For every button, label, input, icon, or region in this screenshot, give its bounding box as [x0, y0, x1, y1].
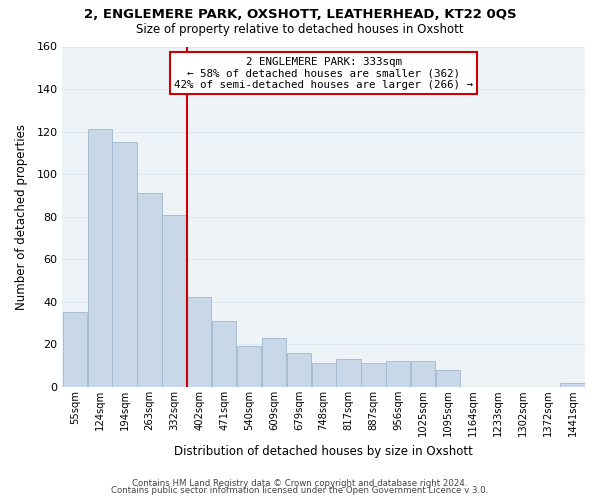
Y-axis label: Number of detached properties: Number of detached properties: [15, 124, 28, 310]
Bar: [237, 346, 261, 387]
Bar: [137, 193, 161, 387]
Bar: [187, 298, 211, 387]
Bar: [88, 130, 112, 387]
Bar: [112, 142, 137, 387]
Bar: [212, 321, 236, 387]
Bar: [361, 364, 386, 387]
Text: 2, ENGLEMERE PARK, OXSHOTT, LEATHERHEAD, KT22 0QS: 2, ENGLEMERE PARK, OXSHOTT, LEATHERHEAD,…: [83, 8, 517, 20]
Bar: [560, 382, 584, 387]
Bar: [337, 359, 361, 387]
Bar: [436, 370, 460, 387]
Bar: [287, 352, 311, 387]
Text: Contains HM Land Registry data © Crown copyright and database right 2024.: Contains HM Land Registry data © Crown c…: [132, 478, 468, 488]
Text: 2 ENGLEMERE PARK: 333sqm
← 58% of detached houses are smaller (362)
42% of semi-: 2 ENGLEMERE PARK: 333sqm ← 58% of detach…: [174, 56, 473, 90]
Bar: [62, 312, 87, 387]
Text: Size of property relative to detached houses in Oxshott: Size of property relative to detached ho…: [136, 22, 464, 36]
X-axis label: Distribution of detached houses by size in Oxshott: Distribution of detached houses by size …: [174, 444, 473, 458]
Bar: [411, 361, 435, 387]
Text: Contains public sector information licensed under the Open Government Licence v : Contains public sector information licen…: [112, 486, 488, 495]
Bar: [386, 361, 410, 387]
Bar: [311, 364, 336, 387]
Bar: [262, 338, 286, 387]
Bar: [162, 214, 187, 387]
